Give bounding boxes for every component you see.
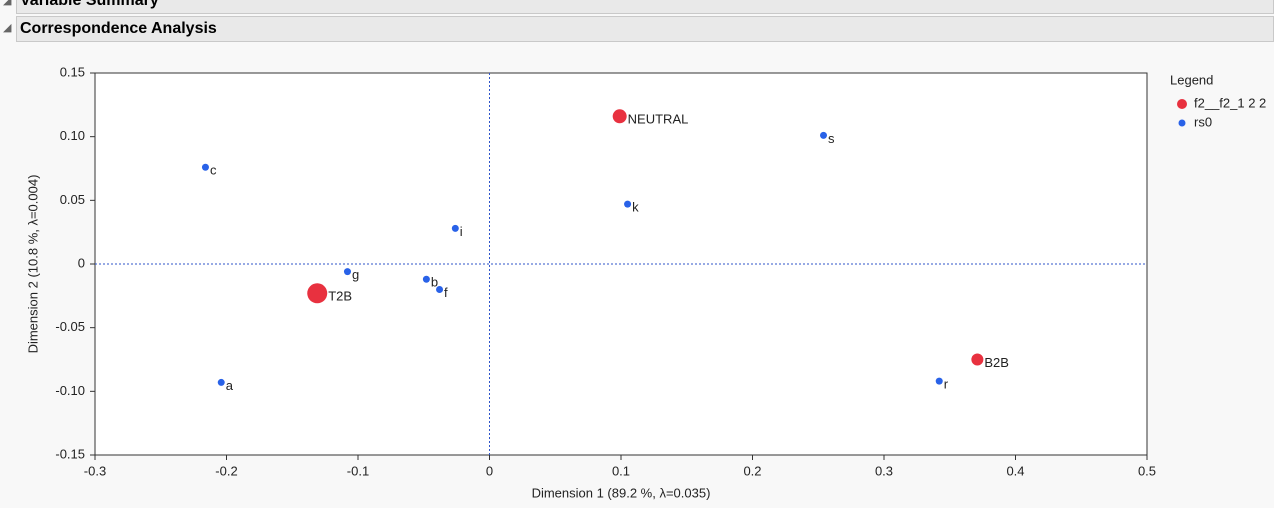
outline-header[interactable]: Variable Summary [16,0,1274,14]
point [201,163,209,171]
x-tick-label: -0.3 [84,463,106,478]
point-label: NEUTRAL [628,112,689,127]
chart: -0.3 -0.2 -0.1 0 0.1 0.2 0.3 0.4 0.50.150.100.05… [25,64,1266,500]
x-tick-label: 0.1 [612,463,630,478]
disclosure-icon[interactable]: ◢ [3,0,12,7]
x-tick-label: 0.2 [743,463,761,478]
point [422,275,430,283]
y-tick-label: -0.05 [55,319,85,334]
y-tick-label: -0.15 [55,446,85,461]
point-label: i [460,224,463,239]
x-tick-label: -0.2 [215,463,237,478]
point [971,353,984,366]
x-tick-label: 0.3 [875,463,893,478]
point [935,377,943,385]
disclosure-icon[interactable]: ◢ [3,22,12,34]
point [217,378,225,386]
x-tick-label: 0.5 [1138,463,1156,478]
point [612,109,627,124]
point-label: b [431,275,438,290]
point [820,131,828,139]
point [451,224,459,232]
point-label: k [632,200,639,215]
point [343,268,351,276]
point-label: T2B [328,289,352,304]
point [624,200,632,208]
point-label: a [226,378,234,393]
x-tick-label: -0.1 [347,463,369,478]
y-axis-label: Dimension 2 (10.8 %, λ=0.004) [25,175,40,354]
point-label: r [944,377,949,392]
point-label: g [352,267,359,282]
x-tick-label: 0 [486,463,493,478]
y-tick-label: 0.10 [60,128,85,143]
point-label: B2B [984,355,1009,370]
y-tick-label: 0.05 [60,192,85,207]
point [307,283,328,304]
legend-label: f2__f2_1 2 2 [1194,95,1266,110]
legend-swatch [1178,119,1186,127]
point-label: c [210,163,217,178]
outline-header[interactable]: Correspondence Analysis [16,16,1274,42]
legend-title: Legend [1170,72,1213,87]
legend-label: rs0 [1194,114,1212,129]
point-label: f [444,285,448,300]
y-tick-label: -0.10 [55,383,85,398]
x-tick-label: 0.4 [1006,463,1024,478]
x-axis-label: Dimension 1 (89.2 %, λ=0.035) [532,485,711,500]
point-label: s [828,131,835,146]
y-tick-label: 0.15 [60,64,85,79]
legend-swatch [1177,99,1187,109]
point [436,285,444,293]
y-tick-label: 0 [78,255,85,270]
